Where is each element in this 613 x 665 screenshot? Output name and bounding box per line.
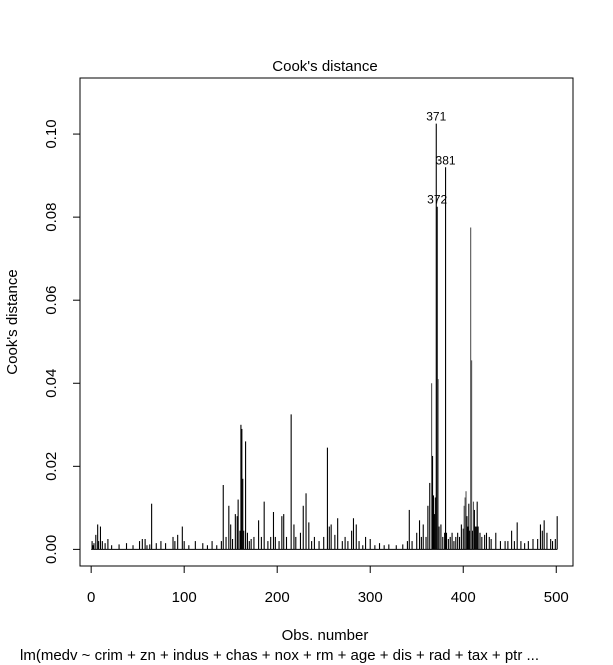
x-tick-label-500: 500 [544, 589, 569, 606]
point-labels: 371 381 372 [426, 110, 456, 207]
model-caption: lm(medv ~ crim + zn + indus + chas + nox… [20, 647, 539, 664]
x-tick-label-0: 0 [87, 589, 95, 606]
x-tick-label-400: 400 [451, 589, 476, 606]
x-axis: 0 100 200 300 400 500 [87, 565, 569, 606]
point-label-371: 371 [426, 110, 446, 124]
point-label-381: 381 [436, 153, 456, 167]
bars-group [91, 123, 558, 550]
chart-title: Cook's distance [272, 58, 377, 75]
y-tick-label-2: 0.04 [43, 369, 60, 398]
x-tick-label-300: 300 [358, 589, 383, 606]
y-tick-label-3: 0.06 [43, 286, 60, 315]
point-label-372: 372 [427, 193, 447, 207]
y-axis-label: Cook's distance [4, 269, 21, 374]
y-axis: 0.00 0.02 0.04 0.06 0.08 0.10 [43, 119, 81, 564]
y-tick-label-0: 0.00 [43, 535, 60, 564]
x-axis-label: Obs. number [282, 627, 369, 644]
x-tick-label-200: 200 [265, 589, 290, 606]
y-tick-label-4: 0.08 [43, 203, 60, 232]
y-tick-label-1: 0.02 [43, 452, 60, 481]
x-tick-label-100: 100 [172, 589, 197, 606]
y-tick-label-5: 0.10 [43, 119, 60, 148]
